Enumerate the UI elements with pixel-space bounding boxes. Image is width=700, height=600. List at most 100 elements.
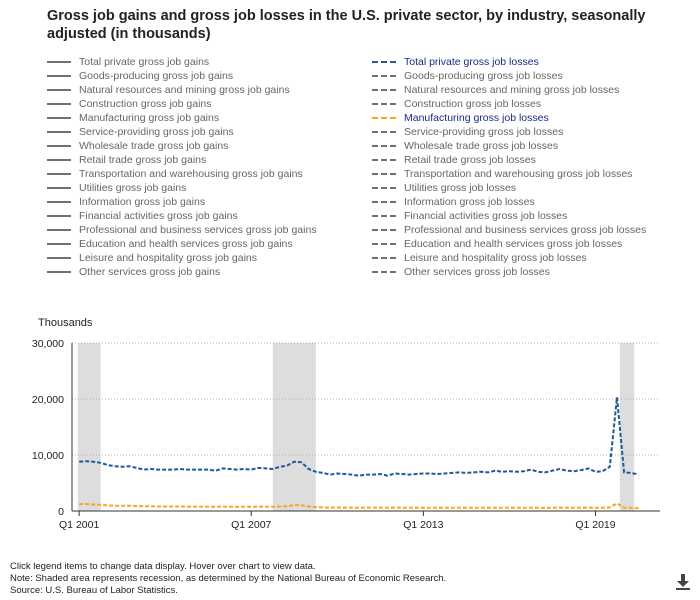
note-recession: Note: Shaded area represents recession, …	[10, 573, 447, 584]
legend-label: Information gross job gains	[79, 196, 206, 208]
legend-swatch	[372, 215, 396, 217]
legend-swatch	[372, 89, 396, 91]
legend-item-professional-and-business-services-gross-job-gains[interactable]: Professional and business services gross…	[47, 223, 317, 237]
download-icon[interactable]	[676, 574, 690, 595]
legend-item-professional-and-business-services-gross-job-losses[interactable]: Professional and business services gross…	[372, 223, 646, 237]
legend-label: Information gross job losses	[404, 196, 535, 208]
legend-item-goods-producing-gross-job-losses[interactable]: Goods-producing gross job losses	[372, 69, 646, 83]
y-tick-label: 0	[58, 506, 64, 518]
legend-item-information-gross-job-gains[interactable]: Information gross job gains	[47, 195, 317, 209]
legend-swatch	[372, 61, 396, 63]
legend-swatch	[47, 201, 71, 203]
legend-label: Utilities gross job gains	[79, 182, 187, 194]
x-tick-label: Q1 2001	[59, 519, 99, 530]
legend-label: Retail trade gross job losses	[404, 154, 536, 166]
legend-item-education-and-health-services-gross-job-gains[interactable]: Education and health services gross job …	[47, 237, 317, 251]
legend-label: Transportation and warehousing gross job…	[79, 168, 303, 180]
legend-gains: Total private gross job gains Goods-produ…	[47, 55, 317, 279]
legend-item-information-gross-job-losses[interactable]: Information gross job losses	[372, 195, 646, 209]
legend-label: Natural resources and mining gross job l…	[404, 84, 620, 96]
legend-item-natural-resources-and-mining-gross-job-losses[interactable]: Natural resources and mining gross job l…	[372, 83, 646, 97]
legend-item-leisure-and-hospitality-gross-job-gains[interactable]: Leisure and hospitality gross job gains	[47, 251, 317, 265]
legend-label: Leisure and hospitality gross job gains	[79, 252, 258, 264]
legend-label: Manufacturing gross job losses	[404, 112, 549, 124]
y-axis-unit-label: Thousands	[38, 317, 93, 329]
legend-item-natural-resources-and-mining-gross-job-gains[interactable]: Natural resources and mining gross job g…	[47, 83, 317, 97]
legend-label: Manufacturing gross job gains	[79, 112, 220, 124]
legend-label: Retail trade gross job gains	[79, 154, 207, 166]
legend-losses: Total private gross job losses Goods-prod…	[372, 55, 646, 279]
legend-swatch	[47, 243, 71, 245]
legend-item-retail-trade-gross-job-losses[interactable]: Retail trade gross job losses	[372, 153, 646, 167]
y-tick-label: 30,000	[32, 338, 64, 350]
legend-item-construction-gross-job-gains[interactable]: Construction gross job gains	[47, 97, 317, 111]
legend-swatch	[372, 131, 396, 133]
legend-item-manufacturing-gross-job-gains[interactable]: Manufacturing gross job gains	[47, 111, 317, 125]
legend-swatch	[47, 145, 71, 147]
legend-label: Wholesale trade gross job losses	[404, 140, 559, 152]
legend-swatch	[47, 173, 71, 175]
legend-item-utilities-gross-job-losses[interactable]: Utilities gross job losses	[372, 181, 646, 195]
legend-swatch	[372, 257, 396, 259]
legend-item-service-providing-gross-job-gains[interactable]: Service-providing gross job gains	[47, 125, 317, 139]
legend-swatch	[47, 229, 71, 231]
legend-swatch	[47, 103, 71, 105]
legend-swatch	[372, 159, 396, 161]
recession-band-2	[272, 343, 316, 511]
legend-item-transportation-and-warehousing-gross-job-losses[interactable]: Transportation and warehousing gross job…	[372, 167, 646, 181]
legend-label: Education and health services gross job …	[404, 238, 623, 250]
legend-label: Other services gross job gains	[79, 266, 221, 278]
legend-item-financial-activities-gross-job-gains[interactable]: Financial activities gross job gains	[47, 209, 317, 223]
legend-swatch	[47, 75, 71, 77]
chart-notes: Click legend items to change data displa…	[10, 561, 446, 597]
legend-item-total-private-gross-job-gains[interactable]: Total private gross job gains	[47, 55, 317, 69]
legend-item-wholesale-trade-gross-job-gains[interactable]: Wholesale trade gross job gains	[47, 139, 317, 153]
legend-swatch	[372, 117, 396, 119]
legend-swatch	[47, 159, 71, 161]
legend-label: Leisure and hospitality gross job losses	[404, 252, 587, 264]
y-tick-label: 10,000	[32, 450, 64, 462]
legend-label: Other services gross job losses	[404, 266, 550, 278]
series-line-total-private-gross-job-losses	[79, 397, 639, 477]
legend-swatch	[372, 145, 396, 147]
legend-label: Transportation and warehousing gross job…	[404, 168, 633, 180]
legend-item-transportation-and-warehousing-gross-job-gains[interactable]: Transportation and warehousing gross job…	[47, 167, 317, 181]
legend-label: Construction gross job gains	[79, 98, 212, 110]
legend-item-goods-producing-gross-job-gains[interactable]: Goods-producing gross job gains	[47, 69, 317, 83]
note-instructions: Click legend items to change data displa…	[10, 561, 316, 572]
legend-item-utilities-gross-job-gains[interactable]: Utilities gross job gains	[47, 181, 317, 195]
legend-item-financial-activities-gross-job-losses[interactable]: Financial activities gross job losses	[372, 209, 646, 223]
legend-item-other-services-gross-job-losses[interactable]: Other services gross job losses	[372, 265, 646, 279]
chart-title: Gross job gains and gross job losses in …	[47, 8, 646, 42]
legend-label: Total private gross job gains	[79, 56, 210, 68]
y-tick-label: 20,000	[32, 394, 64, 406]
note-source: Source: U.S. Bureau of Labor Statistics.	[10, 585, 178, 596]
legend-swatch	[372, 173, 396, 175]
legend-item-service-providing-gross-job-losses[interactable]: Service-providing gross job losses	[372, 125, 646, 139]
legend-swatch	[47, 257, 71, 259]
legend-item-manufacturing-gross-job-losses[interactable]: Manufacturing gross job losses	[372, 111, 646, 125]
legend-label: Education and health services gross job …	[79, 238, 293, 250]
legend-swatch	[47, 187, 71, 189]
line-chart[interactable]: 0 10,000 20,000 30,000 Q1 2001 Q1 2007 Q1 2013…	[0, 330, 700, 530]
x-tick-label: Q1 2007	[231, 519, 271, 530]
legend-item-education-and-health-services-gross-job-losses[interactable]: Education and health services gross job …	[372, 237, 646, 251]
legend-label: Goods-producing gross job losses	[404, 70, 563, 82]
legend-item-wholesale-trade-gross-job-losses[interactable]: Wholesale trade gross job losses	[372, 139, 646, 153]
legend-swatch	[47, 215, 71, 217]
legend-swatch	[47, 271, 71, 273]
legend-label: Construction gross job losses	[404, 98, 542, 110]
legend-label: Financial activities gross job gains	[79, 210, 238, 222]
legend-swatch	[372, 187, 396, 189]
legend-label: Service-providing gross job gains	[79, 126, 234, 138]
legend-item-construction-gross-job-losses[interactable]: Construction gross job losses	[372, 97, 646, 111]
legend-label: Service-providing gross job losses	[404, 126, 564, 138]
legend-swatch	[47, 117, 71, 119]
legend-item-leisure-and-hospitality-gross-job-losses[interactable]: Leisure and hospitality gross job losses	[372, 251, 646, 265]
legend-item-retail-trade-gross-job-gains[interactable]: Retail trade gross job gains	[47, 153, 317, 167]
legend-item-total-private-gross-job-losses[interactable]: Total private gross job losses	[372, 55, 646, 69]
x-tick-label: Q1 2013	[403, 519, 443, 530]
recession-band-1	[77, 343, 101, 511]
legend-label: Total private gross job losses	[404, 56, 539, 68]
legend-item-other-services-gross-job-gains[interactable]: Other services gross job gains	[47, 265, 317, 279]
